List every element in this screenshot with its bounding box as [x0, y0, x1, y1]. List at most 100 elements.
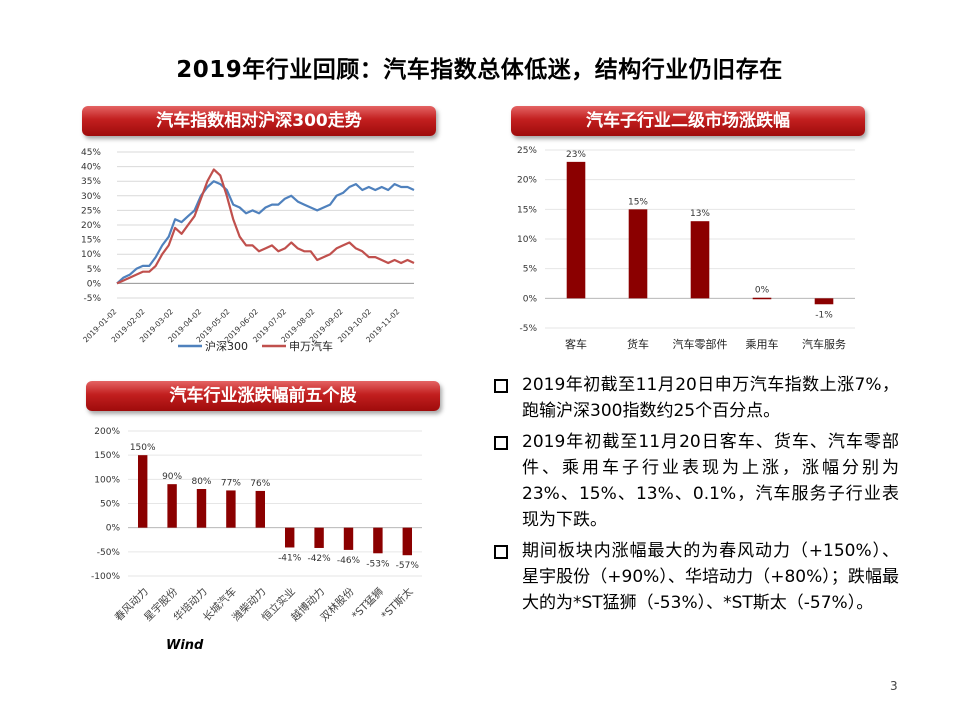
data-label: 13%	[690, 209, 710, 219]
data-label: -57%	[396, 561, 420, 571]
y-tick-label: -50%	[97, 548, 121, 558]
y-tick-label: 20%	[81, 221, 101, 231]
data-label: 0%	[755, 286, 770, 296]
x-tick-label: 2019-08-02	[279, 307, 316, 344]
bar	[314, 527, 324, 548]
bullet-text: 期间板块内涨幅最大的为春风动力（+150%）、星宇股份（+90%）、华培动力（+…	[522, 541, 899, 613]
y-tick-label: -5%	[83, 294, 101, 304]
y-tick-label: 25%	[517, 146, 537, 156]
y-tick-label: 5%	[87, 265, 102, 275]
bar	[196, 489, 207, 528]
x-tick-label: 2019-10-02	[336, 307, 373, 344]
y-tick-label: 10%	[81, 250, 101, 260]
data-label: 90%	[162, 472, 182, 482]
square-bullet-icon	[494, 436, 508, 450]
category-label: 春风动力	[112, 585, 151, 624]
category-label: 越博动力	[288, 585, 327, 624]
data-label: -53%	[366, 559, 390, 569]
bullet-item: 2019年初截至11月20日客车、货车、汽车零部件、乘用车子行业表现为上涨，涨幅…	[494, 429, 899, 533]
category-label: 客车	[565, 337, 587, 351]
data-label: 76%	[250, 479, 270, 489]
bar	[752, 297, 772, 300]
y-tick-label: -100%	[91, 572, 120, 582]
category-label: 潍柴动力	[230, 585, 269, 624]
bar	[690, 221, 710, 299]
x-tick-label: 2019-07-02	[251, 307, 288, 344]
y-tick-label: 45%	[81, 148, 101, 158]
x-tick-label: 2019-04-02	[166, 307, 203, 344]
y-tick-label: 30%	[81, 192, 101, 202]
data-label: 15%	[628, 197, 648, 207]
category-label: *ST猛狮	[349, 585, 386, 622]
y-tick-label: 50%	[100, 500, 120, 510]
legend-label: 申万汽车	[289, 339, 333, 353]
bullet-text: 2019年初截至11月20日申万汽车指数上涨7%，跑输沪深300指数约25个百分…	[522, 375, 899, 421]
category-label: 星宇股份	[141, 585, 180, 624]
y-tick-label: 0%	[523, 294, 538, 304]
stocks-chart-banner: 汽车行业涨跌幅前五个股	[86, 381, 440, 411]
category-label: 长城汽车	[200, 585, 239, 624]
data-label: 80%	[191, 477, 211, 487]
y-tick-label: 15%	[517, 205, 537, 215]
y-tick-label: 100%	[94, 475, 120, 485]
category-label: 乘用车	[746, 337, 779, 351]
category-label: 华培动力	[171, 585, 210, 624]
x-tick-label: 2019-09-02	[308, 307, 345, 344]
series-line-hs300	[116, 180, 415, 285]
y-tick-label: 20%	[517, 176, 537, 186]
category-label: 双林股份	[318, 585, 357, 624]
y-tick-label: 0%	[87, 279, 102, 289]
legend-label: 沪深300	[205, 339, 248, 353]
category-label: 汽车服务	[802, 337, 846, 351]
bar	[373, 527, 383, 554]
page-number: 3	[890, 679, 898, 693]
bar	[167, 484, 177, 528]
y-tick-label: -5%	[519, 324, 537, 334]
bullet-text: 2019年初截至11月20日客车、货车、汽车零部件、乘用车子行业表现为上涨，涨幅…	[522, 432, 899, 530]
data-label: -41%	[278, 553, 302, 563]
x-tick-label: 2019-06-02	[223, 307, 260, 344]
bar	[402, 527, 413, 556]
square-bullet-icon	[494, 379, 508, 393]
data-label: -42%	[307, 554, 331, 564]
category-label: 恒立实业	[259, 585, 298, 624]
bar	[566, 161, 586, 299]
page-title: 2019年行业回顾：汽车指数总体低迷，结构行业仍旧存在	[176, 57, 783, 83]
y-tick-label: 0%	[106, 524, 121, 534]
bar	[343, 527, 354, 550]
x-tick-label: 2019-05-02	[194, 307, 231, 344]
y-tick-label: 10%	[517, 235, 537, 245]
category-label: *ST斯太	[378, 585, 415, 622]
source-label: Wind	[166, 638, 204, 653]
y-tick-label: 200%	[94, 427, 120, 437]
data-label: 77%	[221, 478, 241, 488]
data-label: -46%	[337, 556, 361, 566]
category-label: 汽车零部件	[673, 337, 728, 351]
x-tick-label: 2019-03-02	[138, 307, 175, 344]
x-tick-label: 2019-02-02	[110, 307, 147, 344]
category-label: 货车	[627, 337, 649, 351]
subindustry-chart-banner: 汽车子行业二级市场涨跌幅	[511, 106, 865, 136]
y-tick-label: 5%	[523, 265, 538, 275]
y-tick-label: 15%	[81, 236, 101, 246]
square-bullet-icon	[494, 545, 508, 559]
data-label: 23%	[566, 150, 586, 160]
bar	[255, 490, 266, 528]
data-label: -1%	[815, 310, 833, 320]
y-tick-label: 35%	[81, 177, 101, 187]
x-tick-label: 2019-11-02	[364, 307, 401, 344]
bar	[137, 455, 148, 528]
commentary-bullets: 2019年初截至11月20日申万汽车指数上涨7%，跑输沪深300指数约25个百分…	[494, 372, 899, 621]
y-tick-label: 40%	[81, 163, 101, 173]
bar	[814, 298, 834, 305]
x-tick-label: 2019-01-02	[81, 307, 118, 344]
bar	[226, 490, 236, 528]
data-label: 150%	[130, 443, 156, 453]
bar	[628, 209, 648, 299]
bullet-item: 期间板块内涨幅最大的为春风动力（+150%）、星宇股份（+90%）、华培动力（+…	[494, 538, 899, 616]
line-chart-banner: 汽车指数相对沪深300走势	[82, 106, 436, 136]
y-tick-label: 25%	[81, 206, 101, 216]
series-line-auto	[116, 168, 415, 285]
bullet-item: 2019年初截至11月20日申万汽车指数上涨7%，跑输沪深300指数约25个百分…	[494, 372, 899, 424]
y-tick-label: 150%	[94, 451, 120, 461]
